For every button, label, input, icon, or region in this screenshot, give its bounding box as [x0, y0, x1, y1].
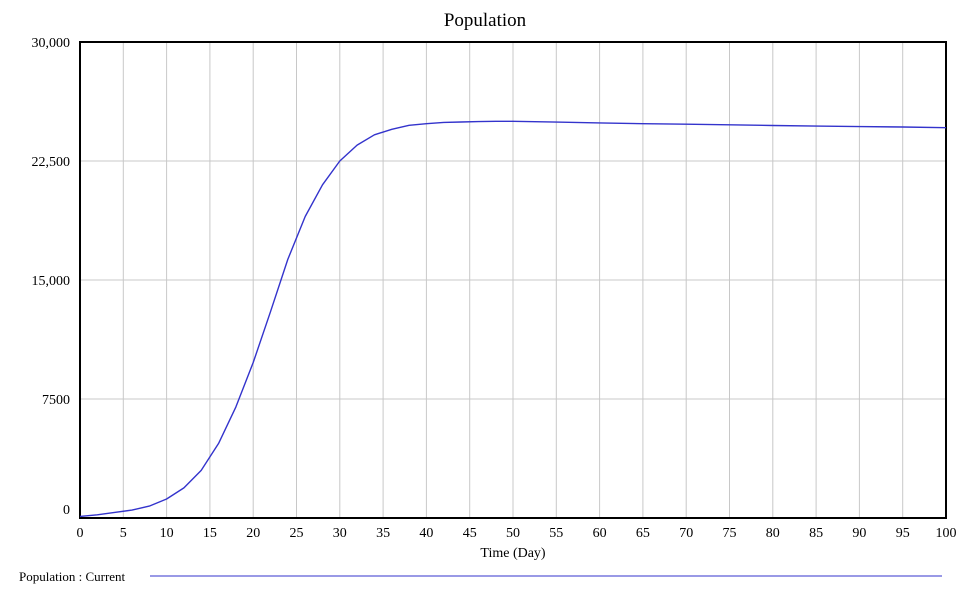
- x-tick-label: 60: [593, 526, 607, 541]
- x-tick-label: 45: [463, 526, 477, 541]
- x-tick-label: 100: [936, 526, 957, 541]
- series-layer: [79, 120, 947, 518]
- legend[interactable]: Population : Current: [19, 569, 942, 584]
- y-tick-labels: 0 7500 15,000 22,500 30,000: [32, 36, 71, 518]
- y-tick-label: 30,000: [32, 36, 71, 51]
- x-tick-label: 5: [120, 526, 127, 541]
- chart-title: Population: [444, 10, 527, 31]
- x-tick-label: 30: [333, 526, 347, 541]
- y-tick-label: 0: [63, 503, 70, 518]
- x-tick-label: 50: [506, 526, 520, 541]
- x-tick-label: 40: [419, 526, 433, 541]
- x-tick-label: 90: [852, 526, 866, 541]
- y-tick-label: 7500: [42, 393, 70, 408]
- plot-frame: [79, 41, 947, 519]
- x-axis-label: Time (Day): [480, 546, 546, 561]
- x-tick-label: 20: [246, 526, 260, 541]
- x-tick-label: 10: [160, 526, 174, 541]
- x-tick-label: 85: [809, 526, 823, 541]
- series-line: [79, 120, 947, 518]
- x-tick-label: 95: [896, 526, 910, 541]
- y-tick-label: 22,500: [32, 155, 71, 170]
- x-tick-label: 75: [723, 526, 737, 541]
- x-tick-label: 15: [203, 526, 217, 541]
- x-tick-label: 80: [766, 526, 780, 541]
- grid: [80, 42, 946, 518]
- y-tick-label: 15,000: [32, 274, 71, 289]
- x-tick-label: 0: [77, 526, 84, 541]
- x-tick-label: 65: [636, 526, 650, 541]
- x-tick-labels: 0 5 10 15 20 25 30 35 40 45 50 55 60 65 70 75 80 85 90 95 10…: [77, 526, 957, 541]
- legend-label: Population : Current: [19, 569, 126, 584]
- x-tick-label: 55: [549, 526, 563, 541]
- x-tick-label: 35: [376, 526, 390, 541]
- x-tick-label: 25: [290, 526, 304, 541]
- x-tick-label: 70: [679, 526, 693, 541]
